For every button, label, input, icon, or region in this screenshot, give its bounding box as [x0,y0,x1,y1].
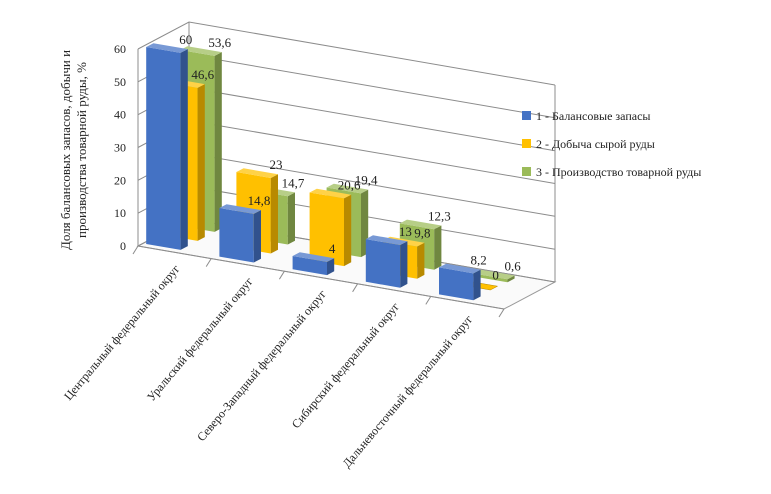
legend-swatch [522,139,531,148]
y-tick-label: 0 [120,239,126,253]
bar-side-face [434,225,442,270]
data-label: 4 [329,241,336,256]
y-tick-label: 20 [114,173,126,187]
x-axis-tick [352,283,359,293]
bar-front-face [473,273,508,283]
bar-side-face [287,192,295,245]
y-axis-label-line-1: Доля балансовых запасов, добычи и [58,50,73,250]
bar-top-face [309,188,352,199]
bar-front-face [309,192,344,267]
bar-side-face [327,258,335,276]
data-label: 0 [492,268,499,283]
data-label: 46,6 [191,67,214,82]
bar-side-face [507,275,515,283]
bars-layer [146,43,515,301]
x-axis-tick [205,258,212,267]
data-label: 14,8 [248,193,271,208]
data-label: 0,6 [504,259,521,274]
y-tick-label: 30 [114,141,126,155]
y-tick-label: 60 [114,42,126,56]
bar-top-face [292,252,335,262]
bar-side-face [270,174,278,254]
legend-label: 1 - Балансовые запасы [536,109,650,123]
data-label: 20,6 [338,178,361,193]
bar-1-5 [439,263,481,301]
bar-front-face [146,47,181,250]
bar-front-face [439,267,474,301]
data-labels: 53,6 14,7 19,4 12,3 0,6 46,6 23 20,6 9,8 0 60 14,8 4… [179,32,521,282]
bar-1-3 [292,252,335,276]
bar-side-face [400,241,408,288]
data-label: 13 [399,224,412,239]
bar-top-face [236,168,278,178]
bar-top-face [399,219,442,230]
bar-top-face [365,235,408,245]
bar-top-face [180,46,222,56]
data-label: 9,8 [414,226,430,241]
data-label: 53,6 [208,35,231,50]
x-axis-line [137,245,505,310]
bar-top-face [326,183,369,194]
legend-swatch [522,111,531,120]
bar-1-4 [365,235,408,288]
y-tick-label: 50 [114,75,126,89]
legend-label: 3 - Производство товарной руды [536,165,701,179]
legend-swatch [522,167,531,176]
bar-front-face [292,256,327,276]
bar-side-face [473,269,481,301]
bar-side-face [180,49,188,250]
y-tick-label: 10 [114,206,126,220]
x-axis-tick [498,308,505,318]
data-label: 8,2 [470,253,486,268]
legend-label: 2 - Добыча сырой руды [536,137,655,151]
bar-top-face [439,263,481,274]
legend-item-3: 3 - Производство товарной руды [522,165,701,179]
bar-front-face [365,239,401,288]
bar-1-2 [219,204,261,263]
y-tick-label: 40 [114,108,126,122]
legend: 1 - Балансовые запасы 2 - Добыча сырой ру… [522,109,701,179]
data-label: 14,7 [282,175,305,190]
legend-item-2: 2 - Добыча сырой руды [522,137,655,151]
bar-top-face [146,43,188,53]
bar-front-face [219,208,254,263]
data-label: 23 [269,157,282,172]
bar-2-3 [309,188,352,267]
data-label: 60 [179,32,192,47]
bar-top-face [473,269,515,280]
bar-top-face [219,204,261,214]
y-axis-label-line-2: производства товарной руды, % [74,62,89,238]
bar-side-face [417,242,425,279]
data-label: 12,3 [428,209,451,224]
data-label: 19,4 [355,173,378,188]
bar-3-5 [473,269,515,283]
bar-1-1 [146,43,188,250]
bar-side-face [214,52,222,232]
bar-side-face [197,84,205,241]
bar-side-face [253,210,261,263]
legend-item-1: 1 - Балансовые запасы [522,109,650,123]
y-axis: 0 10 20 30 40 50 60 [114,42,126,253]
bar-side-face [344,194,352,267]
x-axis-tick [132,245,139,255]
x-axis-tick [278,270,285,280]
x-axis-tick [425,296,432,305]
